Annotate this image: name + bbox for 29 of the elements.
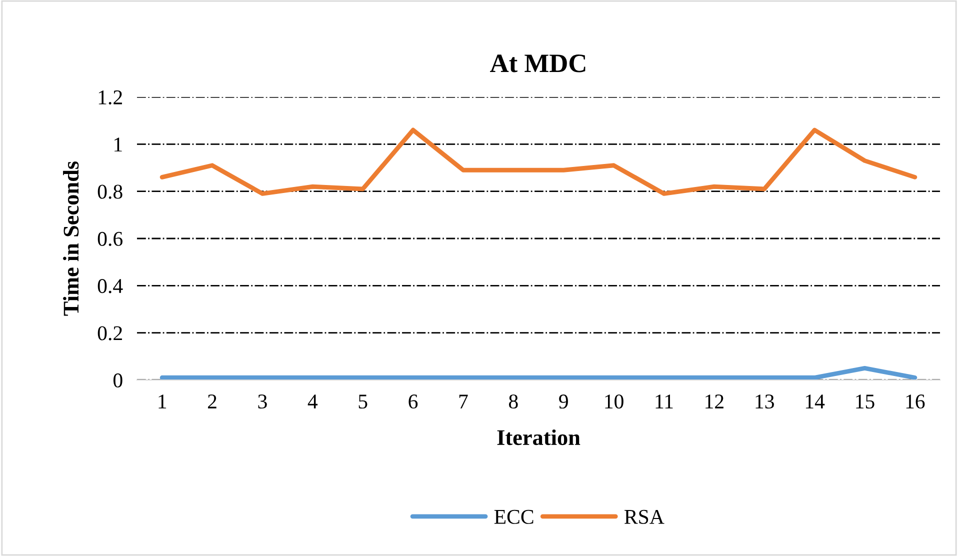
x-tick-label: 15 [856, 394, 874, 409]
x-tick-label: 13 [756, 394, 774, 409]
line-series [160, 128, 918, 196]
y-tick-label: 1.2 [98, 90, 122, 105]
y-tick-label: 1 [114, 138, 122, 152]
x-tick-label: 3 [258, 394, 267, 409]
x-tick-label: 9 [559, 394, 568, 409]
x-tick-label: 7 [459, 394, 468, 408]
x-tick-label: 2 [208, 394, 216, 408]
y-axis-title: Time in Seconds [63, 161, 79, 316]
y-tick-label: 0.4 [98, 279, 123, 294]
x-tick-label: 14 [806, 394, 825, 408]
x-tick-label: 4 [308, 394, 318, 408]
y-tick-label: 0.8 [98, 184, 122, 199]
x-tick-label: 6 [408, 394, 418, 409]
x-tick-label: 16 [906, 394, 925, 409]
legend-label: RSA [624, 510, 664, 524]
x-tick-label: 11 [656, 394, 673, 408]
y-tick-label: 0.2 [98, 326, 122, 340]
y-tick-label: 0 [113, 373, 122, 388]
x-tick-label: 10 [605, 394, 624, 409]
x-tick-label: 5 [358, 394, 368, 409]
legend-label: ECC [494, 510, 534, 524]
x-tick-label: 12 [706, 394, 724, 408]
x-tick-label: 1 [158, 394, 166, 408]
x-axis-title: Iteration [497, 429, 580, 446]
y-tick-label: 0.6 [98, 232, 122, 246]
x-tick-label: 8 [508, 394, 518, 409]
chart-title: At MDC [490, 54, 586, 72]
